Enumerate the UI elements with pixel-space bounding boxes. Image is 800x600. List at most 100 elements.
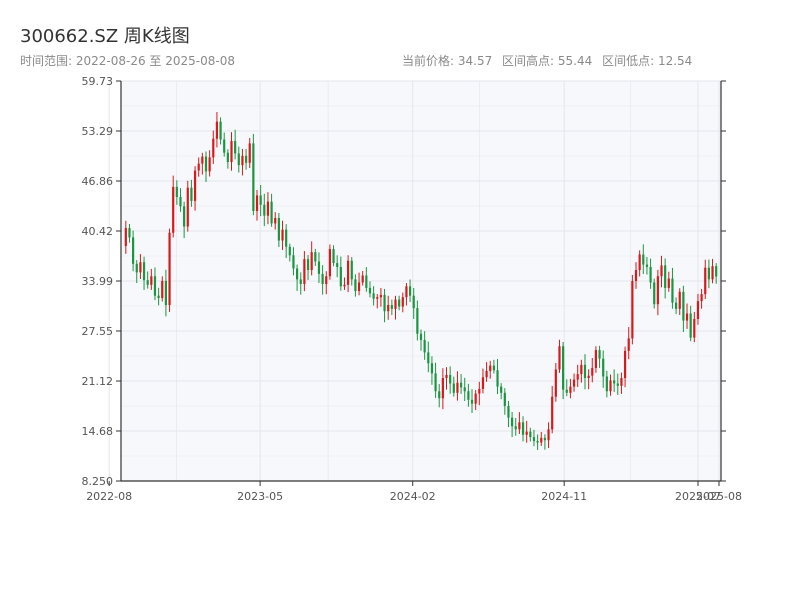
candle-body (609, 380, 612, 392)
candle-body (605, 376, 608, 392)
candle (270, 193, 273, 227)
candle-body (529, 431, 532, 438)
candle-body (219, 121, 222, 140)
candle (689, 305, 692, 342)
candle-body (485, 371, 488, 378)
candle (237, 146, 240, 173)
candle-body (252, 143, 255, 211)
candle-body (350, 260, 353, 280)
candle (204, 151, 208, 183)
candle (587, 369, 590, 390)
candle (660, 255, 663, 288)
candle (387, 295, 390, 320)
candle (438, 383, 441, 408)
candle-body (569, 386, 572, 393)
candle-body (142, 262, 146, 281)
candle-body (197, 163, 200, 171)
candle (434, 362, 437, 398)
candle (591, 357, 594, 383)
candle (339, 256, 342, 291)
candle-body (263, 204, 266, 216)
candle (481, 368, 485, 394)
candle (179, 188, 182, 212)
candle (532, 429, 536, 447)
candle-body (693, 318, 696, 338)
candle-body (314, 252, 317, 262)
candle (674, 297, 678, 315)
candle-body (361, 275, 364, 283)
candle (193, 166, 197, 211)
candle (671, 267, 674, 309)
candle-body (500, 386, 503, 393)
candle (565, 379, 568, 397)
candle (543, 434, 547, 450)
candle-body (445, 374, 448, 379)
candle-body (620, 378, 623, 386)
candle-body (616, 383, 619, 386)
candle-body (387, 305, 390, 312)
candle-body (135, 263, 138, 273)
candle (459, 374, 463, 394)
y-tick-label: 40.42 (82, 225, 114, 238)
candle-body (558, 346, 561, 370)
candle (467, 383, 470, 407)
candle (376, 294, 379, 309)
candle (139, 254, 142, 279)
candle-body (332, 249, 335, 264)
candle-body (241, 155, 244, 166)
candle (463, 377, 466, 402)
candle (445, 367, 448, 390)
candle-body (547, 429, 550, 441)
candle-body (470, 399, 474, 404)
candle (623, 346, 627, 388)
candle (175, 180, 178, 205)
candle-body (711, 266, 714, 280)
candle (583, 354, 587, 390)
candle-body (288, 246, 291, 256)
candle (306, 254, 310, 280)
candle (645, 256, 649, 275)
candle (613, 369, 616, 392)
candle-body (700, 294, 703, 302)
candle (405, 283, 408, 306)
candle-body (266, 201, 270, 216)
candle (678, 288, 681, 316)
candle (478, 381, 481, 406)
candle-body (204, 156, 208, 172)
candle-body (281, 229, 284, 241)
candle-body (310, 252, 313, 271)
candle (328, 244, 331, 280)
candle (518, 412, 521, 434)
candle (197, 157, 200, 177)
candle-body (449, 374, 452, 384)
candle-body (649, 266, 652, 283)
candle-body (317, 261, 321, 274)
candle-body (234, 141, 237, 154)
candle (390, 299, 393, 316)
candle (627, 327, 630, 360)
candle (135, 260, 138, 283)
candle-body (689, 313, 692, 338)
candle-body (638, 254, 641, 271)
candle (638, 250, 641, 277)
candle (598, 345, 601, 368)
candle-body (434, 373, 437, 392)
candle-body (295, 268, 299, 280)
candle (277, 213, 280, 247)
candle (398, 295, 401, 311)
candle-body (190, 187, 193, 201)
candle (503, 388, 506, 415)
candle (252, 133, 255, 216)
candle-body (299, 279, 302, 285)
x-tick-label: 2022-08 (86, 490, 132, 503)
candle-body (244, 155, 248, 163)
candle (653, 278, 656, 309)
candle-body (277, 217, 280, 241)
candle-body (430, 363, 434, 374)
candle (485, 362, 488, 382)
candle (572, 373, 576, 392)
candle-body (489, 365, 492, 372)
candle (168, 228, 171, 312)
candle (368, 281, 372, 298)
